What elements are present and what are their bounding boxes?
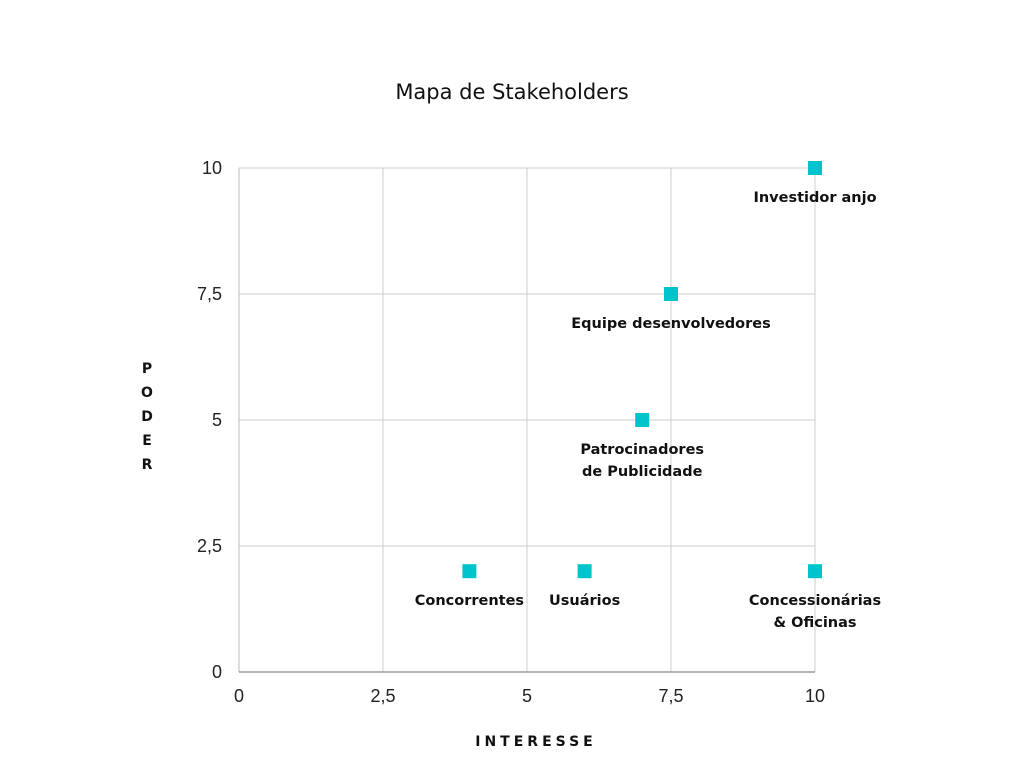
y-tick-label: 0: [212, 662, 222, 682]
chart-title: Mapa de Stakeholders: [395, 80, 628, 104]
x-tick-label: 7,5: [658, 686, 683, 706]
data-point-marker: [808, 564, 822, 579]
data-point-marker: [664, 287, 678, 301]
data-point-label: Usuários: [549, 593, 620, 609]
data-point-marker: [808, 161, 822, 175]
data-point-label: Investidor anjo: [753, 190, 876, 206]
data-point-marker: [635, 413, 650, 427]
y-tick-label: 5: [212, 410, 222, 430]
data-point-label: Patrocinadores de Publicidade: [580, 442, 704, 480]
x-tick-label: 2,5: [370, 686, 395, 706]
x-tick-label: 0: [234, 686, 244, 706]
y-tick-label: 2,5: [197, 536, 222, 556]
y-tick-label: 7,5: [197, 284, 222, 304]
data-point-label: Equipe desenvolvedores: [571, 316, 770, 332]
data-point-label: Concessionárias & Oficinas: [749, 593, 881, 631]
axes: [238, 168, 815, 673]
grid: [239, 167, 816, 672]
point-labels: Investidor anjo Equipe desenvolvedores Pat…: [415, 190, 881, 631]
x-tick-label: 5: [522, 686, 532, 706]
y-tick-label: 10: [202, 158, 222, 178]
tick-labels: 0 2,5 5 7,5 10 0 2,5 5 7,5 10: [197, 158, 825, 706]
x-axis-title: INTERESSE: [475, 734, 596, 750]
x-tick-label: 10: [805, 686, 825, 706]
data-point-marker: [462, 564, 477, 579]
data-point-marker: [577, 564, 592, 579]
data-points: [462, 161, 822, 579]
data-point-label: Concorrentes: [415, 593, 524, 609]
